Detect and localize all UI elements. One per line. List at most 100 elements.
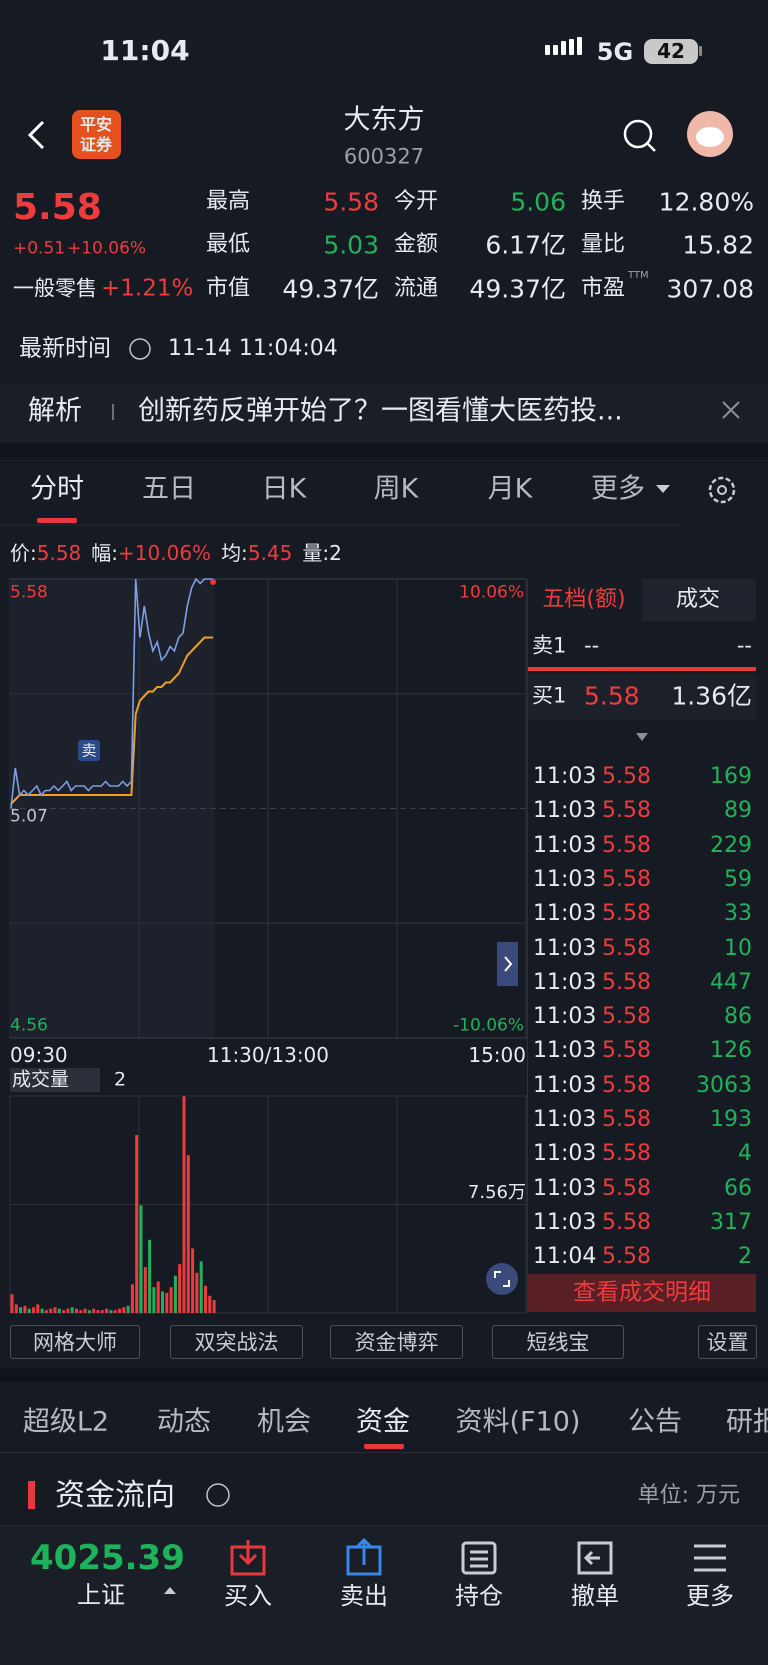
volume-bar xyxy=(57,1308,61,1313)
bid-row-bg xyxy=(528,674,756,720)
volume-bar xyxy=(156,1281,160,1313)
tool-button[interactable] xyxy=(170,1325,303,1359)
ask-price: -- xyxy=(584,633,600,658)
sell-icon[interactable] xyxy=(346,1537,382,1576)
tool-label[interactable]: 网格大师 xyxy=(33,1330,117,1355)
info-label: 幅: xyxy=(91,541,119,565)
tool-label[interactable]: 设置 xyxy=(706,1330,749,1355)
marker-badge xyxy=(78,740,100,761)
info-tab[interactable]: 资料(F10) xyxy=(455,1406,581,1438)
volume-bar xyxy=(191,1248,195,1313)
news-headline[interactable]: 创新药反弹开始了？一图看懂大医药投... xyxy=(138,395,623,427)
info-label: 均: xyxy=(221,541,248,565)
buy-icon[interactable] xyxy=(230,1540,266,1576)
tool-button[interactable] xyxy=(10,1325,140,1359)
info-tab[interactable]: 机会 xyxy=(257,1406,311,1438)
volume-bar xyxy=(40,1308,44,1313)
action-label[interactable]: 撤单 xyxy=(571,1582,619,1610)
field-value: 15.82 xyxy=(682,230,754,260)
chart-tab[interactable]: 日K xyxy=(261,473,307,505)
y-tick-label: 5.07 xyxy=(10,806,48,826)
trade-volume: 86 xyxy=(724,1004,752,1030)
more-icon[interactable] xyxy=(694,1544,726,1572)
tool-label[interactable]: 短线宝 xyxy=(526,1330,590,1355)
action-label[interactable]: 持仓 xyxy=(455,1582,503,1610)
tool-button[interactable] xyxy=(698,1325,757,1359)
stock-name: 大东方 xyxy=(343,104,425,136)
tool-button[interactable] xyxy=(492,1325,624,1359)
volume-bar xyxy=(49,1308,53,1313)
section-info-icon[interactable] xyxy=(206,1483,230,1507)
back-icon[interactable] xyxy=(27,120,45,150)
indicator-select[interactable] xyxy=(10,1068,100,1092)
volume-bar xyxy=(212,1300,216,1313)
volume-bar xyxy=(62,1310,66,1313)
search-icon[interactable] xyxy=(623,119,653,149)
news-divider xyxy=(112,404,114,420)
volume-bar xyxy=(118,1308,121,1313)
trade-time: 11:03 xyxy=(533,1038,597,1064)
ask-amount: -- xyxy=(736,633,752,658)
detail-button[interactable] xyxy=(528,1274,756,1312)
price-change: +0.51 xyxy=(13,238,66,259)
avatar-face xyxy=(696,127,724,147)
trade-price: 5.58 xyxy=(602,1038,651,1064)
order-book-tab[interactable]: 五档(额) xyxy=(542,587,626,612)
indicator-value: 2 xyxy=(114,1068,127,1091)
info-label: 量: xyxy=(302,541,330,565)
info-tab[interactable]: 资金 xyxy=(356,1406,410,1438)
battery-tip xyxy=(699,46,702,56)
detail-button-label[interactable]: 查看成交明细 xyxy=(573,1279,711,1306)
bid-price: 5.58 xyxy=(584,681,640,711)
trade-volume: 193 xyxy=(710,1107,752,1132)
chart-tab[interactable]: 周K xyxy=(373,473,419,505)
trade-price: 5.58 xyxy=(602,1141,651,1167)
volume-bar xyxy=(100,1310,104,1313)
chart-tab[interactable]: 更多 xyxy=(591,473,645,505)
info-tab[interactable]: 超级L2 xyxy=(22,1406,110,1438)
tool-button[interactable] xyxy=(330,1325,463,1359)
cancel-icon[interactable] xyxy=(577,1541,613,1575)
close-icon[interactable] xyxy=(722,401,740,419)
action-label[interactable]: 卖出 xyxy=(340,1582,388,1610)
action-label[interactable]: 买入 xyxy=(224,1582,272,1610)
info-tab[interactable]: 动态 xyxy=(157,1406,211,1438)
index-name[interactable]: 上证 xyxy=(77,1581,125,1609)
volume-bar xyxy=(53,1307,57,1313)
chart-tab[interactable]: 月K xyxy=(487,473,533,505)
trade-time: 11:03 xyxy=(533,832,597,858)
action-label[interactable]: 更多 xyxy=(686,1582,734,1610)
order-book-tab[interactable]: 成交 xyxy=(675,587,721,612)
field-label: 流通 xyxy=(394,276,439,301)
chart-tab[interactable]: 五日 xyxy=(142,473,196,505)
volume-bar xyxy=(195,1272,199,1313)
field-value: 5.06 xyxy=(510,187,566,217)
trade-volume: 10 xyxy=(724,935,752,961)
x-tick-label: 11:30/13:00 xyxy=(206,1043,330,1067)
tool-label[interactable]: 双突战法 xyxy=(194,1330,279,1355)
indicator-name[interactable]: 成交量 xyxy=(12,1068,70,1091)
chart-tab[interactable]: 分时 xyxy=(30,473,84,505)
field-value: 49.37亿 xyxy=(469,274,566,304)
field-label: 换手 xyxy=(581,189,626,214)
volume-bar xyxy=(161,1291,164,1313)
volume-bar xyxy=(135,1135,139,1313)
info-tab[interactable]: 研报 xyxy=(726,1406,768,1438)
index-value[interactable]: 4025.39 xyxy=(30,1538,185,1578)
expand-button[interactable] xyxy=(497,942,518,986)
info-icon[interactable] xyxy=(129,338,151,360)
trade-volume: 4 xyxy=(738,1141,752,1167)
field-value: 307.08 xyxy=(666,274,754,304)
volume-bar xyxy=(126,1305,130,1313)
settings-icon[interactable] xyxy=(708,476,736,504)
tool-label[interactable]: 资金博弈 xyxy=(354,1330,439,1355)
trade-volume: 169 xyxy=(710,764,752,789)
trade-price: 5.58 xyxy=(602,1107,651,1132)
position-icon[interactable] xyxy=(461,1541,497,1575)
trade-time: 11:03 xyxy=(533,1141,597,1167)
info-tab[interactable]: 公告 xyxy=(628,1406,682,1438)
trade-time: 11:03 xyxy=(533,935,597,961)
broker-logo xyxy=(72,110,121,159)
